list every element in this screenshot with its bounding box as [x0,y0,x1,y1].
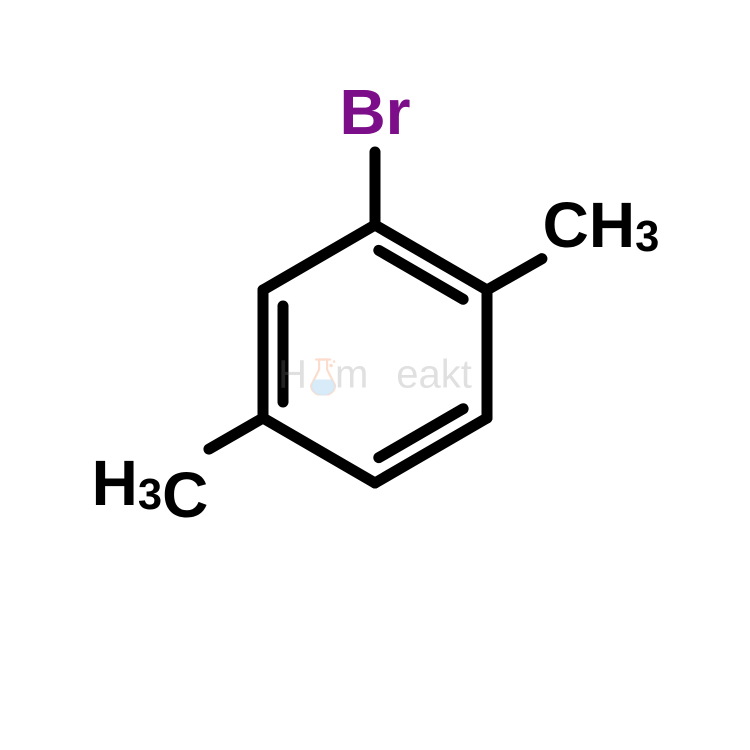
atom-label-ch3_bot: H3C [92,447,209,531]
atom-label-br: Br [339,76,410,148]
molecule-diagram: Br CH3 H3C [0,0,750,750]
atom-label-ch3_top: CH3 [543,189,660,261]
